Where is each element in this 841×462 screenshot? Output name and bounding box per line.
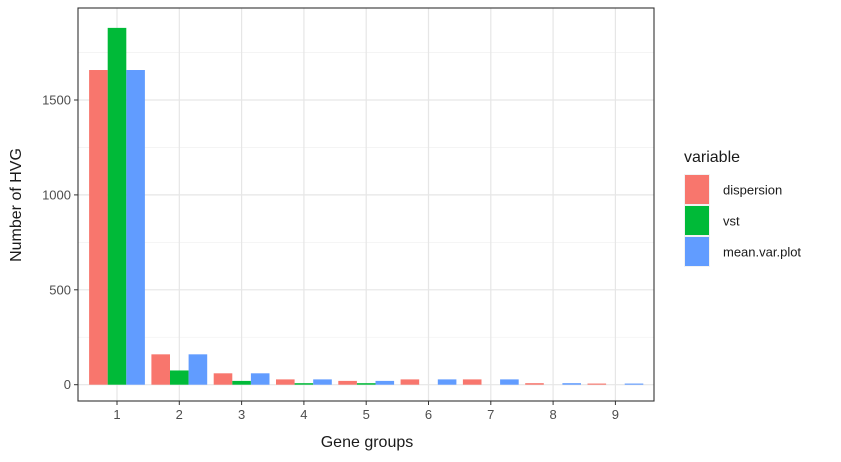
legend: variable dispersion vst mean.var.plot bbox=[684, 149, 801, 267]
bar-dispersion-4 bbox=[276, 379, 295, 385]
bar-mean-var-plot-4 bbox=[313, 379, 332, 385]
bar-dispersion-6 bbox=[400, 379, 420, 385]
bar-mean-var-plot-3 bbox=[250, 373, 270, 385]
bar-mean-var-plot-8 bbox=[562, 383, 581, 385]
bar-vst-4 bbox=[294, 383, 314, 385]
x-tick-label: 8 bbox=[549, 407, 556, 422]
legend-swatch-vst bbox=[685, 206, 709, 235]
bar-dispersion-9 bbox=[587, 383, 607, 385]
bar-mean-var-plot-7 bbox=[500, 379, 519, 385]
bar-mean-var-plot-1 bbox=[126, 70, 145, 385]
plot-area: 0 500 1000 1500 1 2 3 4 5 6 7 8 9 bbox=[42, 7, 655, 422]
y-tick-label: 0 bbox=[64, 377, 71, 392]
bar-dispersion-7 bbox=[462, 379, 482, 385]
bar-vst-1 bbox=[107, 27, 127, 385]
x-tick-label: 4 bbox=[300, 407, 307, 422]
x-tick-label: 7 bbox=[487, 407, 494, 422]
x-tick-label: 6 bbox=[425, 407, 432, 422]
x-tick-label: 1 bbox=[113, 407, 120, 422]
x-tick-label: 5 bbox=[363, 407, 370, 422]
legend-label: dispersion bbox=[723, 183, 782, 198]
legend-label: mean.var.plot bbox=[723, 245, 801, 260]
bar-mean-var-plot-5 bbox=[375, 380, 395, 385]
legend-swatch-mean-var-plot bbox=[685, 237, 709, 266]
bar-mean-var-plot-2 bbox=[188, 354, 208, 385]
bar-vst-5 bbox=[356, 383, 376, 385]
x-tick-label: 2 bbox=[176, 407, 183, 422]
x-tick-label: 9 bbox=[612, 407, 619, 422]
bar-dispersion-8 bbox=[525, 383, 544, 385]
y-tick-label: 1000 bbox=[42, 187, 71, 202]
legend-swatch-dispersion bbox=[685, 175, 709, 204]
legend-label: vst bbox=[723, 214, 740, 229]
bar-mean-var-plot-9 bbox=[624, 383, 644, 385]
bar-dispersion-1 bbox=[89, 70, 108, 385]
bar-vst-2 bbox=[170, 370, 189, 385]
y-tick-label: 500 bbox=[49, 282, 71, 297]
y-axis-title: Number of HVG bbox=[8, 148, 25, 262]
bar-dispersion-2 bbox=[151, 354, 170, 385]
bar-mean-var-plot-6 bbox=[437, 379, 457, 385]
x-axis-title: Gene groups bbox=[321, 434, 414, 451]
bar-dispersion-5 bbox=[338, 380, 357, 385]
y-tick-label: 1500 bbox=[42, 93, 71, 108]
legend-title: variable bbox=[684, 149, 740, 166]
bar-vst-3 bbox=[232, 380, 251, 385]
x-tick-label: 3 bbox=[238, 407, 245, 422]
bar-dispersion-3 bbox=[213, 373, 233, 385]
